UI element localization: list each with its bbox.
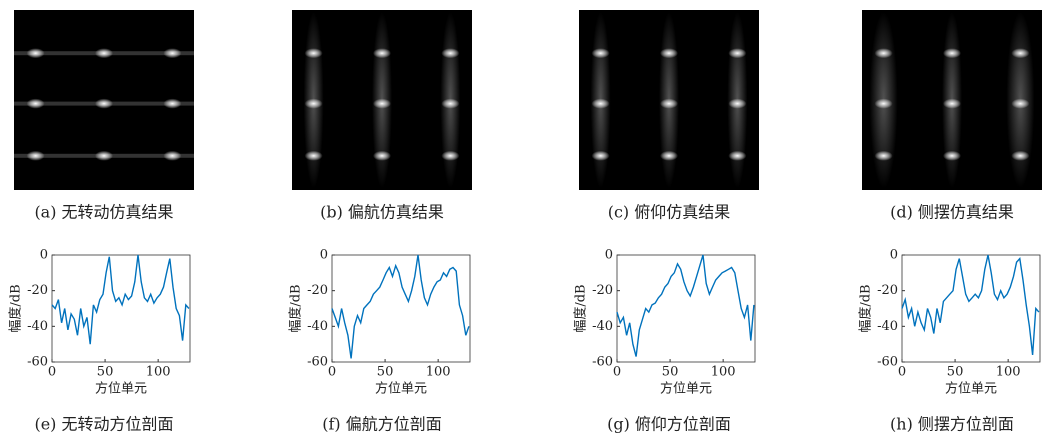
x-tick-label: 0 [613, 365, 621, 380]
y-tick-label: -40 [592, 319, 613, 334]
axes-box [902, 255, 1040, 362]
bright-spot [441, 99, 459, 109]
caption: (h) 侧摆方位剖面 [890, 415, 1014, 434]
x-tick-label: 100 [426, 365, 451, 380]
figure: (a) 无转动仿真结果 (b) 偏航仿真结果 (c) 俯仰仿真结果 (d) 侧摆仿真结… [0, 0, 1044, 440]
x-axis-label: 方位单元 [375, 381, 427, 397]
bright-spot [1011, 151, 1029, 161]
bright-spot [728, 48, 746, 58]
bright-spot [373, 99, 391, 109]
x-axis-label: 方位单元 [660, 381, 712, 397]
bright-spot [875, 99, 893, 109]
y-tick-label: -60 [307, 355, 328, 370]
bright-spot [1011, 48, 1029, 58]
y-tick-label: -60 [877, 355, 898, 370]
bright-spot [943, 99, 961, 109]
axes-box [52, 255, 190, 362]
caption: (e) 无转动方位剖面 [34, 415, 173, 434]
bright-spot [95, 99, 113, 109]
y-tick-label: -40 [877, 319, 898, 334]
y-axis-label: 幅度/dB [573, 284, 589, 332]
bright-spot [373, 48, 391, 58]
x-tick-label: 100 [711, 365, 736, 380]
bright-spot [163, 99, 181, 109]
y-tick-label: -40 [27, 319, 48, 334]
bright-spot [27, 48, 45, 58]
caption: (c) 俯仰仿真结果 [608, 203, 731, 222]
caption: (f) 偏航方位剖面 [322, 415, 442, 434]
bright-spot [660, 48, 678, 58]
image [579, 10, 759, 190]
caption: (d) 侧摆仿真结果 [890, 203, 1014, 222]
bright-spot [441, 151, 459, 161]
image [14, 10, 194, 190]
x-tick-label: 0 [328, 365, 336, 380]
line [332, 255, 469, 358]
image [862, 10, 1042, 190]
x-tick-label: 100 [146, 365, 171, 380]
bright-spot [728, 151, 746, 161]
bright-spot [660, 99, 678, 109]
line [617, 255, 754, 357]
y-tick-label: -20 [877, 283, 898, 298]
x-axis-label: 方位单元 [945, 381, 997, 397]
x-tick-label: 0 [48, 365, 56, 380]
bright-spot [95, 48, 113, 58]
x-tick-label: 50 [662, 365, 679, 380]
bright-spot [592, 99, 610, 109]
bright-spot [163, 151, 181, 161]
bright-spot [163, 48, 181, 58]
bright-spot [373, 151, 391, 161]
bright-spot [1011, 99, 1029, 109]
line [52, 255, 189, 344]
y-tick-label: -20 [307, 283, 328, 298]
y-tick-label: 0 [890, 248, 898, 263]
bright-spot [592, 48, 610, 58]
bright-spot [943, 151, 961, 161]
bright-spot [305, 151, 323, 161]
y-tick-label: 0 [605, 248, 613, 263]
caption: (a) 无转动仿真结果 [34, 203, 173, 222]
y-tick-label: -60 [592, 355, 613, 370]
bright-spot [943, 48, 961, 58]
y-tick-label: 0 [320, 248, 328, 263]
bright-spot [305, 48, 323, 58]
y-tick-label: -20 [27, 283, 48, 298]
x-tick-label: 50 [97, 365, 114, 380]
bright-spot [875, 151, 893, 161]
x-tick-label: 50 [377, 365, 394, 380]
bright-spot [305, 99, 323, 109]
bright-spot [592, 151, 610, 161]
caption: (g) 俯仰方位剖面 [607, 415, 731, 434]
x-tick-label: 100 [996, 365, 1021, 380]
bright-spot [27, 99, 45, 109]
image [292, 10, 472, 190]
caption: (b) 偏航仿真结果 [320, 203, 444, 222]
y-axis-label: 幅度/dB [8, 284, 24, 332]
y-tick-label: 0 [40, 248, 48, 263]
bright-spot [27, 151, 45, 161]
bright-spot [728, 99, 746, 109]
bright-spot [660, 151, 678, 161]
x-tick-label: 0 [898, 365, 906, 380]
y-axis-label: 幅度/dB [858, 284, 874, 332]
bright-spot [441, 48, 459, 58]
y-tick-label: -60 [27, 355, 48, 370]
bright-spot [875, 48, 893, 58]
line [902, 255, 1039, 355]
bright-spot [95, 151, 113, 161]
y-tick-label: -20 [592, 283, 613, 298]
y-axis-label: 幅度/dB [288, 284, 304, 332]
x-tick-label: 50 [947, 365, 964, 380]
x-axis-label: 方位单元 [95, 381, 147, 397]
y-tick-label: -40 [307, 319, 328, 334]
